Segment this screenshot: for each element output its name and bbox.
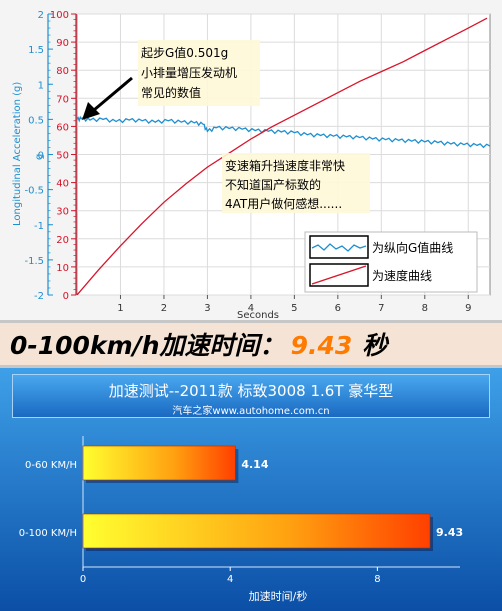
annotation-1-line-2: 小排量增压发动机	[141, 65, 237, 80]
bar-x-tick-label: 0	[80, 574, 86, 585]
bar-category-label: 0-100 KM/H	[19, 528, 77, 539]
x-tick-label: 7	[378, 303, 384, 314]
speed-tick-label: 100	[50, 10, 69, 21]
x-tick-label: 2	[161, 303, 167, 314]
legend: 为纵向G值曲线 为速度曲线	[304, 231, 478, 293]
speed-tick-label: 90	[56, 38, 69, 49]
banner-text: 0-100km/h加速时间： 9.43 秒	[10, 326, 387, 362]
g-tick-label: 0.5	[28, 115, 44, 126]
bottom-chart-header: 加速测试--2011款 标致3008 1.6T 豪华型 汽车之家www.auto…	[12, 374, 490, 418]
g-tick-label: -2	[34, 291, 44, 302]
speed-tick-label: 0	[63, 291, 69, 302]
annotation-shift-speed: 变速箱升挡速度非常快 不知道国产标致的 4AT用户做何感想......	[222, 153, 370, 213]
banner-value: 9.43	[290, 331, 353, 360]
banner-unit: 秒	[362, 331, 388, 360]
bottom-chart-subtitle: 汽车之家www.autohome.com.cn	[172, 406, 330, 417]
bar	[82, 513, 431, 549]
annotation-1-line-3: 常见的数值	[141, 85, 201, 100]
annotation-2-line-1: 变速箱升挡速度非常快	[225, 158, 345, 173]
acceleration-test-bar-chart: 加速测试--2011款 标致3008 1.6T 豪华型 汽车之家www.auto…	[0, 368, 502, 611]
speed-tick-label: 50	[56, 151, 69, 162]
speed-tick-label: 40	[56, 179, 69, 190]
speed-curve-line	[77, 17, 488, 295]
bar-category-label: 0-60 KM/H	[25, 460, 77, 471]
acceleration-time-banner: 0-100km/h加速时间： 9.43 秒	[0, 320, 502, 368]
speed-tick-label: 30	[56, 207, 69, 218]
speed-tick-label: 20	[56, 235, 69, 246]
speed-tick-label: 60	[56, 122, 69, 133]
bar-x-axis-title: 加速时间/秒	[249, 589, 308, 603]
x-tick-label: 1	[117, 303, 123, 314]
bottom-chart-title: 加速测试--2011款 标致3008 1.6T 豪华型	[108, 382, 394, 400]
g-axis-unit: g	[34, 154, 45, 160]
x-tick-label: 6	[335, 303, 341, 314]
time-axis: 1 2 3 4 5 6 7 8 9	[117, 295, 471, 314]
g-axis: 2 1.5 1 0.5 0 -0.5 -1 -1.5 -2	[24, 10, 53, 302]
x-tick-label: 8	[422, 303, 428, 314]
acceleration-speed-plot: 21.510.50-0.5-1-1.5-2 100908070605040302…	[12, 10, 491, 320]
legend-speed-swatch	[311, 265, 367, 285]
annotation-2-line-3: 4AT用户做何感想......	[225, 196, 342, 211]
g-tick-label: 0	[38, 151, 44, 162]
acceleration-speed-chart: 2 1.5 1 0.5 0 -0.5 -1 -1.5 -2 100 90 80 70 60 50 40 30 2…	[0, 0, 502, 320]
annotation-arrow-head	[82, 102, 100, 120]
g-tick-label: 1	[38, 80, 44, 91]
g-tick-label: -0.5	[24, 186, 44, 197]
x-tick-label: 5	[291, 303, 297, 314]
g-tick-label: -1	[34, 221, 44, 232]
speed-tick-label: 10	[56, 263, 69, 274]
legend-g-swatch	[311, 243, 367, 252]
x-tick-label: 9	[465, 303, 471, 314]
g-axis-title: Longitudinal Acceleration (g)	[12, 82, 23, 226]
g-tick-label: 2	[38, 10, 44, 21]
annotation-1-line-1: 起步G值0.501g	[141, 45, 228, 60]
bar-x-ticks: 0 4 8	[80, 567, 381, 585]
g-tick-label: 1.5	[28, 45, 44, 56]
annotation-launch-g: 起步G值0.501g 小排量增压发动机 常见的数值	[82, 40, 260, 120]
bar-value-label: 4.14	[241, 458, 268, 471]
x-tick-label: 3	[204, 303, 210, 314]
speed-tick-label: 70	[56, 94, 69, 105]
bar	[82, 445, 236, 481]
speed-tick-label: 80	[56, 66, 69, 77]
bar-x-tick-label: 4	[227, 574, 233, 585]
legend-speed-label: 为速度曲线	[372, 268, 432, 283]
g-tick-label: -1.5	[24, 256, 44, 267]
x-axis-title: Seconds	[237, 310, 279, 320]
banner-prefix: 0-100km/h加速时间：	[10, 331, 285, 360]
x-tick-label: 4	[248, 303, 254, 314]
bar-x-tick-label: 8	[374, 574, 380, 585]
annotation-2-line-2: 不知道国产标致的	[225, 177, 321, 192]
bar-value-label: 9.43	[436, 526, 463, 539]
legend-g-label: 为纵向G值曲线	[372, 240, 453, 255]
g-curve-line	[77, 115, 490, 149]
annotation-arrow-shaft	[93, 76, 133, 112]
bars: 0-60 KM/H 4.14 0-100 KM/H 9.43	[19, 445, 463, 551]
bar-plot: 0-60 KM/H 4.14 0-100 KM/H 9.43 0 4 8 加速时间/秒	[19, 436, 463, 603]
